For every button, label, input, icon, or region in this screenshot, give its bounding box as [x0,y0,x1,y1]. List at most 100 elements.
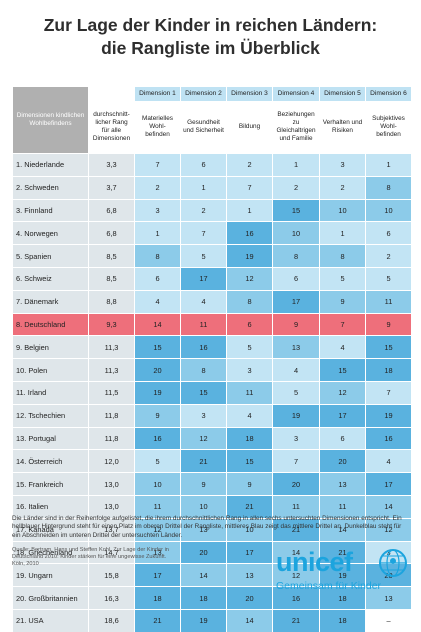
country-cell: 12. Tschechien [12,404,88,427]
dimension-rank-cell: 13 [272,336,319,359]
column-header-dim4: Beziehungen zu Gleichaltrigen und Famili… [272,101,319,153]
dimension-rank-cell: 15 [319,359,365,381]
dimension-rank-cell: 13 [319,473,365,495]
table-row: 18. Griechenland 14,7 13 20 17 14 21 3 [12,540,411,564]
dimension-rank-cell: 17 [134,564,180,587]
dimension-rank-cell: 8 [319,245,365,267]
country-cell: 7. Dänemark [12,290,88,313]
dimension-rank-cell: 18 [180,587,226,609]
dimension-rank-cell: 11 [272,495,319,518]
dimension-rank-cell: 16 [134,427,180,450]
dimension-rank-cell: 19 [365,404,411,427]
dimension-rank-cell: 20 [180,541,226,564]
column-header-dim6: Subjektives Wohl-befinden [365,101,411,153]
average-rank-cell: 11,5 [88,381,134,404]
table-row: 12. Tschechien 11,8 9 3 4 19 17 19 [12,403,411,427]
title-line-2: die Rangliste im Überblick [101,38,320,58]
dimension-rank-cell: 15 [365,336,411,359]
average-rank-cell: 13,7 [88,518,134,541]
dimension-rank-cell: 12 [272,564,319,587]
dimension-rank-cell: 17 [272,290,319,313]
dimension-rank-cell: 21 [134,609,180,632]
dimension-rank-cell: 4 [272,359,319,381]
dimension-rank-cell: 2 [134,176,180,199]
dimension-rank-cell: 12 [365,518,411,541]
dimension-label-5: Dimension 5 [319,87,365,101]
dimension-rank-cell: 9 [365,313,411,336]
dimension-rank-cell: 6 [134,267,180,290]
dimension-rank-cell: 18 [319,609,365,632]
table-row: 8. Deutschland 9,3 14 11 6 9 7 9 [12,312,411,336]
dimension-rank-cell: 6 [226,313,272,336]
dimension-rank-cell: 2 [365,245,411,267]
country-cell: 9. Belgien [12,336,88,359]
dimension-rank-cell: 7 [272,450,319,473]
country-cell: 10. Polen [12,359,88,381]
country-cell: 8. Deutschland [12,313,88,336]
dimension-rank-cell: 7 [226,176,272,199]
dimension-rank-cell: 4 [365,450,411,473]
dimension-rank-cell: 12 [134,518,180,541]
average-rank-cell: 11,8 [88,404,134,427]
dimension-rank-cell: 3 [272,427,319,450]
table-row: 7. Dänemark 8,8 4 4 8 17 9 11 [12,289,411,313]
dimension-rank-cell: 13 [134,541,180,564]
dimension-label-3: Dimension 3 [226,87,272,101]
dimension-rank-cell: 5 [226,336,272,359]
dimension-label-1: Dimension 1 [134,87,180,101]
dimension-rank-cell: 5 [180,245,226,267]
dimension-rank-cell: 11 [365,290,411,313]
table-row: 1. Niederlande 3,3 7 6 2 1 3 1 [12,153,411,176]
dimension-rank-cell: 9 [226,473,272,495]
dimension-rank-cell: 12 [180,427,226,450]
average-rank-cell: 6,8 [88,199,134,222]
corner-label: Dimensionen kindlichen Wohlbefindens [12,87,88,153]
dimension-rank-cell: 8 [272,245,319,267]
table-row: 2. Schweden 3,7 2 1 7 2 2 8 [12,175,411,199]
dimension-rank-cell: 15 [180,381,226,404]
table-row: 11. Irland 11,5 19 15 11 5 12 7 [12,380,411,404]
country-cell: 1. Niederlande [12,154,88,176]
country-cell: 13. Portugal [12,427,88,450]
dimension-rank-cell: 8 [134,245,180,267]
country-cell: 14. Österreich [12,450,88,473]
table-row: 10. Polen 11,3 20 8 3 4 15 18 [12,358,411,381]
dimension-rank-cell: 7 [180,222,226,245]
dimension-rank-cell: 6 [319,427,365,450]
country-cell: 4. Norwegen [12,222,88,245]
dimension-rank-cell: 1 [365,154,411,176]
dimension-rank-cell: 10 [365,199,411,222]
dimension-rank-cell: 14 [319,518,365,541]
dimension-rank-cell: 5 [365,267,411,290]
average-rank-cell: 3,3 [88,154,134,176]
dimension-rank-cell: 4 [180,290,226,313]
average-rank-cell: 3,7 [88,176,134,199]
country-cell: 5. Spanien [12,245,88,267]
average-rank-cell: 8,5 [88,245,134,267]
column-header-dim5: Verhalten und Risiken [319,101,365,153]
page-title: Zur Lage der Kinder in reichen Ländern: … [0,14,421,60]
logo-wordmark: unicef [276,547,353,577]
dimension-rank-cell: 21 [272,518,319,541]
dimension-rank-cell: 14 [134,313,180,336]
dimension-rank-cell: 8 [180,359,226,381]
table-row: 6. Schweiz 8,5 6 17 12 6 5 5 [12,266,411,290]
logo-tagline: Gemeinsam für Kinder [276,580,382,592]
dimension-rank-cell: 20 [226,587,272,609]
average-rank-cell: 14,7 [88,541,134,564]
dimension-rank-cell: 1 [180,176,226,199]
country-cell: 19. Ungarn [12,564,88,587]
dimension-rank-cell: 19 [319,564,365,587]
dimension-rank-cell: 21 [319,541,365,564]
dimension-rank-cell: 18 [226,427,272,450]
dimension-rank-cell: 10 [180,495,226,518]
dimension-rank-cell: 9 [134,404,180,427]
table-row: 4. Norwegen 6,8 1 7 16 10 1 6 [12,221,411,245]
column-header-dim2: Gesundheit und Sicherheit [180,101,226,153]
table-row: 5. Spanien 8,5 8 5 19 8 8 2 [12,244,411,267]
dimension-rank-cell: 3 [226,359,272,381]
country-cell: 3. Finnland [12,199,88,222]
average-rank-cell: 11,3 [88,359,134,381]
dimension-rank-cell: 4 [134,290,180,313]
dimension-rank-cell: 8 [226,290,272,313]
